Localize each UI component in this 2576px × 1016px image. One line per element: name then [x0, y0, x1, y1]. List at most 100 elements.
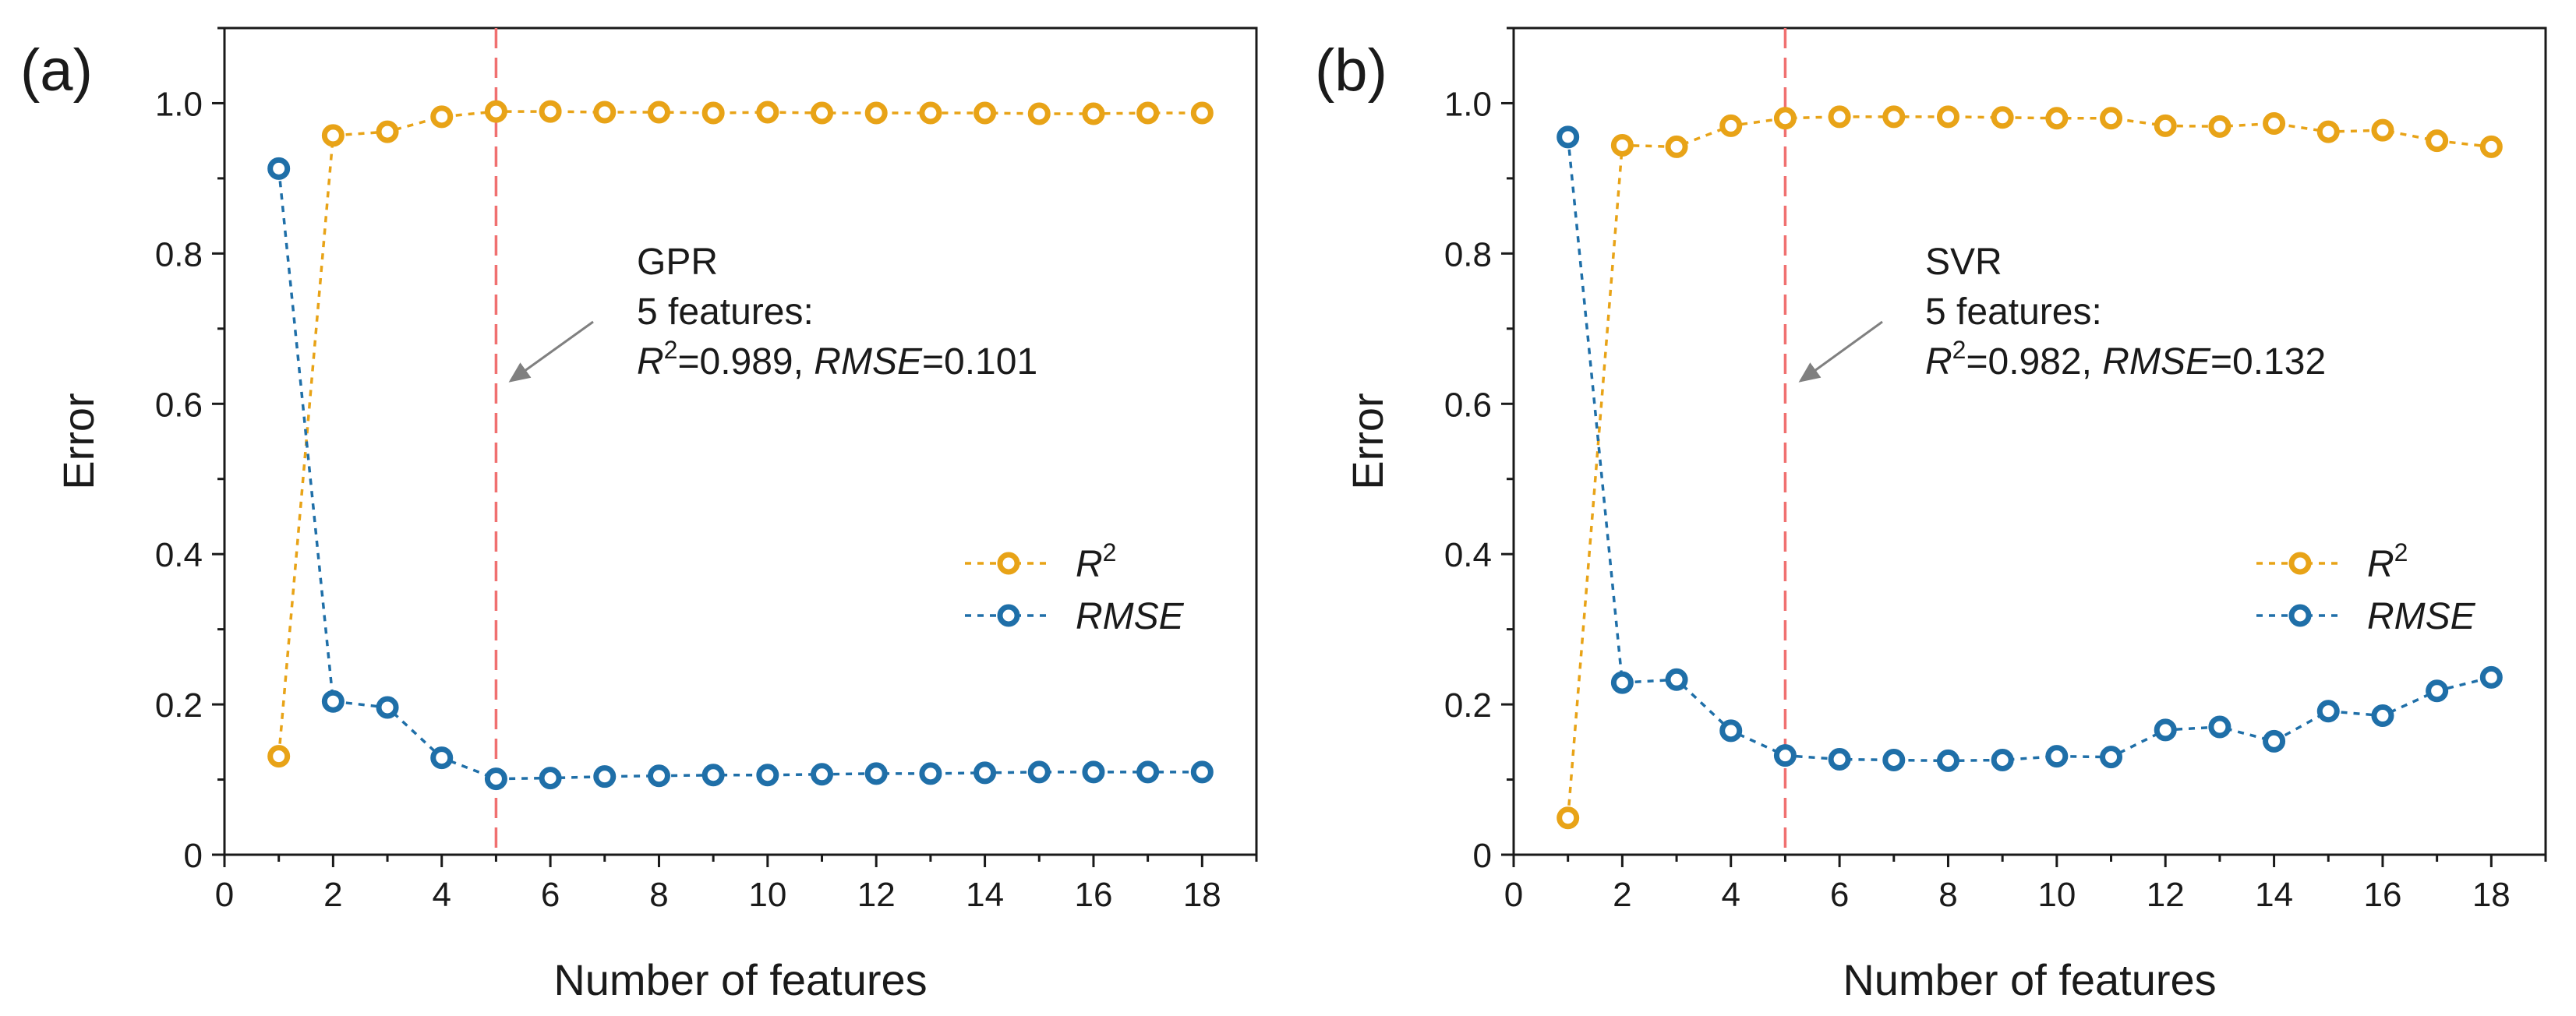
y-tick-label: 0.8	[1444, 235, 1492, 273]
data-point-r2	[1190, 101, 1214, 125]
annotation-arrow	[1798, 320, 1883, 383]
data-point-rmse	[2426, 679, 2449, 703]
data-point-rmse	[1190, 760, 1214, 784]
y-axis-title: Error	[54, 393, 103, 489]
data-point-r2	[2479, 135, 2503, 158]
x-tick-label: 16	[1074, 876, 1112, 914]
series-line-r2	[1566, 115, 2492, 818]
x-tick-label: 0	[215, 876, 234, 914]
data-point-r2	[2426, 129, 2449, 153]
data-point-rmse	[2045, 745, 2069, 768]
legend-label-base: R	[1076, 544, 1103, 585]
data-point-r2	[2208, 115, 2231, 138]
data-point-rmse	[864, 762, 888, 785]
annotation-features: 5 features:	[637, 291, 814, 333]
data-point-r2	[1719, 114, 1743, 137]
data-point-rmse	[430, 746, 454, 770]
legend-marker-rmse	[997, 604, 1020, 627]
data-point-r2	[1027, 102, 1051, 125]
data-point-rmse	[484, 767, 507, 791]
series-line-rmse	[1566, 136, 2492, 763]
y-tick-label: 0	[184, 837, 203, 875]
x-tick-label: 10	[2037, 876, 2076, 914]
data-point-r2	[321, 124, 345, 147]
data-point-rmse	[756, 764, 779, 787]
data-point-r2	[647, 101, 670, 124]
data-point-r2	[2045, 107, 2069, 130]
data-point-r2	[484, 100, 507, 123]
x-tick-label: 6	[541, 876, 560, 914]
data-point-rmse	[1773, 744, 1797, 767]
legend-label-superscript: 2	[2394, 538, 2408, 566]
annotation-features: 5 features:	[1925, 291, 2102, 333]
data-point-r2	[1136, 101, 1160, 125]
plot-frame	[1512, 26, 2547, 856]
legend-label-rmse: RMSE	[1076, 596, 1185, 637]
x-tick-label: 6	[1830, 876, 1849, 914]
y-tick-label: 0.4	[155, 536, 203, 574]
x-tick-label: 14	[966, 876, 1004, 914]
x-tick-label: 12	[857, 876, 896, 914]
panel-label: (b)	[1315, 37, 1387, 104]
legend-label-r2: R2	[1076, 538, 1116, 585]
legend-marker-rmse	[2288, 604, 2312, 627]
x-tick-label: 16	[2363, 876, 2401, 914]
annotation-r2-value: =0.989,	[677, 341, 814, 383]
data-point-rmse	[267, 157, 291, 180]
annotation-metrics: R2=0.982, RMSE=0.132	[1925, 336, 2326, 383]
data-point-rmse	[2316, 700, 2340, 723]
x-axis-title: Number of features	[1843, 955, 2216, 1004]
data-point-rmse	[1082, 760, 1105, 784]
data-point-rmse	[2100, 746, 2123, 769]
data-point-rmse	[2208, 715, 2231, 739]
data-point-rmse	[919, 762, 942, 785]
data-point-r2	[1557, 806, 1580, 830]
annotation-rmse-symbol: RMSE	[814, 341, 923, 383]
data-point-rmse	[593, 765, 617, 788]
annotation-r2-superscript: 2	[1952, 336, 1966, 364]
data-point-r2	[430, 105, 454, 129]
chart-panel-b: 0 2 4 6 8 10 12 14 16 18 0 0.2 0.4 0.6 0.8 1.0 Number of…	[1315, 26, 2547, 1004]
data-point-r2	[1082, 102, 1105, 125]
data-point-r2	[864, 101, 888, 125]
annotation-model: GPR	[637, 242, 718, 283]
data-point-r2	[1610, 133, 1634, 157]
data-point-r2	[593, 101, 617, 124]
data-point-r2	[701, 101, 725, 125]
data-point-rmse	[2371, 704, 2394, 728]
y-tick-label: 0.2	[1444, 686, 1492, 725]
data-point-r2	[267, 745, 291, 768]
data-point-r2	[1773, 107, 1797, 130]
y-tick-label: 0.2	[155, 686, 203, 725]
x-axis-title: Number of features	[553, 955, 927, 1004]
data-point-r2	[1936, 105, 1959, 129]
annotation-rmse-value: =0.101	[922, 341, 1037, 383]
data-point-rmse	[1882, 748, 1906, 771]
data-point-r2	[811, 101, 834, 125]
annotation-arrow	[508, 320, 594, 383]
data-point-rmse	[1991, 748, 2014, 771]
series-line-r2	[277, 110, 1203, 757]
data-point-rmse	[2263, 729, 2286, 753]
data-point-rmse	[1719, 719, 1743, 743]
data-point-r2	[2316, 120, 2340, 143]
data-point-r2	[756, 101, 779, 124]
data-point-r2	[2263, 111, 2286, 135]
data-point-rmse	[2479, 665, 2503, 689]
x-tick-label: 4	[1721, 876, 1740, 914]
x-tick-label: 18	[1183, 876, 1221, 914]
data-point-rmse	[539, 767, 562, 790]
data-point-rmse	[1136, 760, 1160, 784]
data-point-r2	[1828, 105, 1851, 129]
x-tick-label: 8	[649, 876, 668, 914]
x-tick-label: 14	[2255, 876, 2293, 914]
legend-marker-r2	[2288, 552, 2312, 575]
x-tick-label: 4	[432, 876, 451, 914]
data-point-r2	[376, 120, 399, 143]
annotation-rmse-value: =0.132	[2210, 341, 2326, 383]
data-point-rmse	[811, 763, 834, 786]
annotation-r2-value: =0.982,	[1966, 341, 2102, 383]
x-tick-label: 18	[2472, 876, 2511, 914]
data-point-r2	[539, 100, 562, 123]
